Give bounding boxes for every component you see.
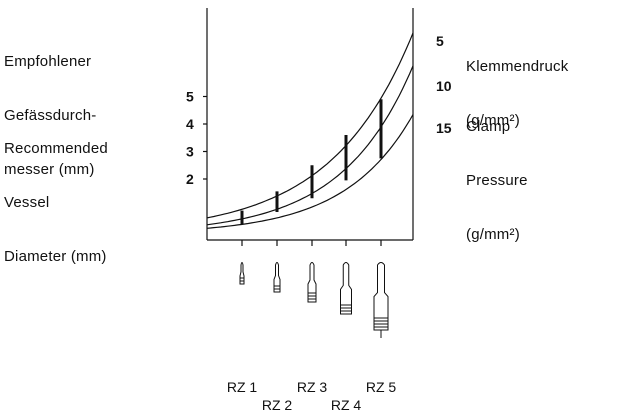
- category-label-rz5: RZ 5: [366, 379, 397, 395]
- label-de-line1: Empfohlener: [4, 53, 92, 70]
- category-label-rz2: RZ 2: [262, 397, 293, 413]
- label-pr-en-line3: (g/mm²): [466, 226, 520, 243]
- y-tick-label-2: 2: [186, 171, 194, 187]
- label-en-line3: Diameter (mm): [4, 248, 107, 265]
- clip-rz3-icon: [307, 262, 317, 303]
- clip-rz5-icon: [373, 262, 389, 338]
- label-en-line1: Recommended: [4, 140, 108, 157]
- clip-rz4-icon: [340, 262, 352, 315]
- label-vessel-diameter-en: Recommended Vessel Diameter (mm): [4, 104, 108, 284]
- label-clamp-pressure-en: Clamp Pressure (g/mm²): [466, 82, 528, 262]
- clip-rz2-icon: [273, 262, 281, 293]
- category-label-rz1: RZ 1: [227, 379, 258, 395]
- label-pr-en-line1: Clamp: [466, 118, 511, 135]
- label-clamp-pressure-de: Klemmendruck (g/mm²): [466, 22, 568, 148]
- pressure-tick-5: 5: [436, 33, 444, 49]
- label-de-line3: messer (mm): [4, 161, 95, 178]
- pressure-tick-15: 15: [436, 120, 452, 136]
- y-tick-label-4: 4: [186, 116, 194, 132]
- label-pr-de-line1: Klemmendruck: [466, 58, 569, 75]
- pressure-curve-5: [206, 32, 414, 219]
- label-vessel-diameter-de: Empfohlener Gefässdurch- messer (mm): [4, 17, 96, 197]
- pressure-tick-10: 10: [436, 78, 452, 94]
- y-tick-label-5: 5: [186, 89, 194, 105]
- category-label-rz4: RZ 4: [331, 397, 362, 413]
- label-de-line2: Gefässdurch-: [4, 107, 97, 124]
- category-label-rz3: RZ 3: [297, 379, 328, 395]
- label-en-line2: Vessel: [4, 194, 50, 211]
- label-pr-de-line2: (g/mm²): [466, 112, 520, 129]
- pressure-curve-15: [206, 114, 414, 229]
- y-tick-label-3: 3: [186, 144, 194, 160]
- clip-rz1-icon: [239, 262, 245, 285]
- label-pr-en-line2: Pressure: [466, 172, 528, 189]
